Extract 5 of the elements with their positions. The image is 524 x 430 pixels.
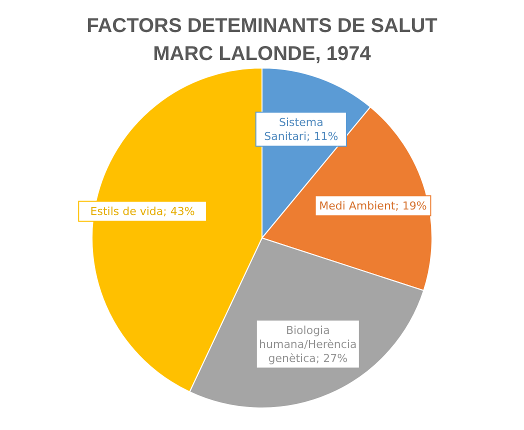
slice-label: Estils de vida; 43% bbox=[90, 205, 195, 218]
chart-subtitle: MARC LALONDE, 1974 bbox=[153, 43, 372, 65]
chart-title: FACTORS DETEMINANTS DE SALUT bbox=[86, 15, 438, 37]
slice-label: Sistema Sanitari; 11% bbox=[264, 116, 338, 144]
slice-label: Medi Ambient; 19% bbox=[319, 200, 427, 213]
